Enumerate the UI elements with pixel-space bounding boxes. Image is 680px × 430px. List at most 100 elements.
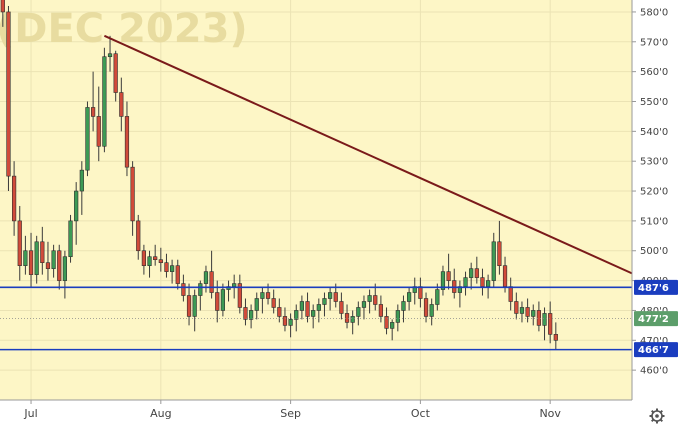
candle-body [91, 107, 96, 117]
candle-body [395, 310, 400, 323]
candle-body [418, 286, 423, 299]
candle-body [378, 304, 383, 317]
x-tick-label: Jul [23, 407, 37, 420]
candle-body [237, 283, 242, 308]
candle-body [74, 190, 79, 222]
candle-body [423, 298, 429, 317]
support-price-tag-bg [634, 342, 678, 358]
candle-body [260, 292, 265, 299]
candle-body [542, 313, 547, 326]
x-tick-label: Aug [150, 407, 171, 420]
candle-body [34, 241, 39, 275]
y-tick-label: 550'0 [640, 97, 668, 108]
candle-body [548, 313, 553, 335]
candle-body [243, 307, 248, 320]
candle-body [79, 169, 84, 192]
candle-body [107, 53, 113, 58]
candle-body [356, 307, 361, 317]
candle-body [57, 250, 62, 281]
y-tick-label: 570'0 [640, 37, 668, 48]
candle-body [350, 316, 355, 323]
candle-body [333, 292, 338, 302]
candle-body [119, 92, 124, 117]
candle-body [553, 334, 558, 341]
candle-body [294, 310, 299, 320]
candle-body [51, 250, 56, 269]
candle-body [390, 322, 395, 329]
y-tick-label: 560'0 [640, 67, 668, 78]
candle-body [486, 280, 491, 287]
candle-body [28, 250, 34, 275]
candle-body [271, 298, 276, 308]
y-tick-label: 530'0 [640, 157, 668, 168]
candle-body [153, 256, 158, 261]
candle-body [68, 220, 73, 258]
last-price-tag: 477'2 [638, 314, 669, 325]
candle-body [85, 107, 90, 171]
candle-body [232, 283, 237, 287]
y-tick-label: 520'0 [640, 187, 668, 198]
candle-body [186, 295, 192, 317]
candle-body [311, 310, 316, 317]
candle-body [198, 283, 203, 296]
candle-body [446, 271, 451, 281]
candle-body [299, 301, 304, 311]
candle-body [440, 271, 446, 290]
candle-body [288, 319, 293, 326]
candle-body [17, 220, 22, 266]
candle-body [192, 295, 197, 317]
candle-body [147, 256, 152, 266]
candle-body [40, 241, 45, 263]
candle-body [158, 259, 163, 263]
candle-body [282, 316, 288, 326]
candle-body [203, 271, 209, 284]
candle-body [401, 301, 406, 311]
candle-body [265, 292, 271, 299]
y-tick-label: 500'0 [640, 246, 668, 257]
candle-body [435, 289, 440, 305]
candle-body [361, 301, 367, 308]
candle-body [249, 310, 254, 320]
candle-body [536, 310, 541, 326]
y-tick-label: 460'0 [640, 366, 668, 377]
candle-body [407, 292, 412, 302]
candle-body [0, 0, 5, 13]
candle-body [474, 268, 479, 278]
candle-body [277, 307, 282, 317]
candle-body [384, 316, 389, 329]
candle-body [102, 56, 107, 147]
gear-icon[interactable] [649, 408, 665, 424]
candle-body [62, 256, 67, 281]
candle-body [130, 166, 135, 222]
candle-body [170, 265, 175, 272]
candle-body [141, 250, 146, 266]
candle-body [339, 301, 344, 314]
candle-body [136, 220, 141, 252]
candle-body [220, 289, 225, 311]
support-price-tag: 466'7 [638, 345, 669, 356]
y-axis-panel [632, 0, 680, 430]
candle-body [519, 307, 525, 314]
candle-body [480, 277, 485, 287]
candle-body [209, 271, 214, 293]
y-tick-label: 470'0 [640, 336, 668, 347]
candle-body [23, 250, 28, 266]
candle-body [531, 310, 536, 317]
candle-body [181, 283, 186, 296]
candle-body [12, 175, 17, 222]
candle-body [6, 11, 11, 177]
x-tick-label: Oct [411, 407, 431, 420]
support-price-tag-bg [634, 279, 678, 295]
y-tick-label: 540'0 [640, 127, 668, 138]
candle-body [328, 292, 333, 299]
candle-body [514, 301, 519, 314]
candle-body [429, 304, 434, 317]
x-axis-panel [0, 400, 632, 430]
candle-body [491, 241, 496, 281]
y-tick-label: 510'0 [640, 216, 668, 227]
candle-body [502, 265, 508, 287]
x-tick-label: Nov [539, 407, 561, 420]
last-price-tag-bg [634, 311, 678, 327]
